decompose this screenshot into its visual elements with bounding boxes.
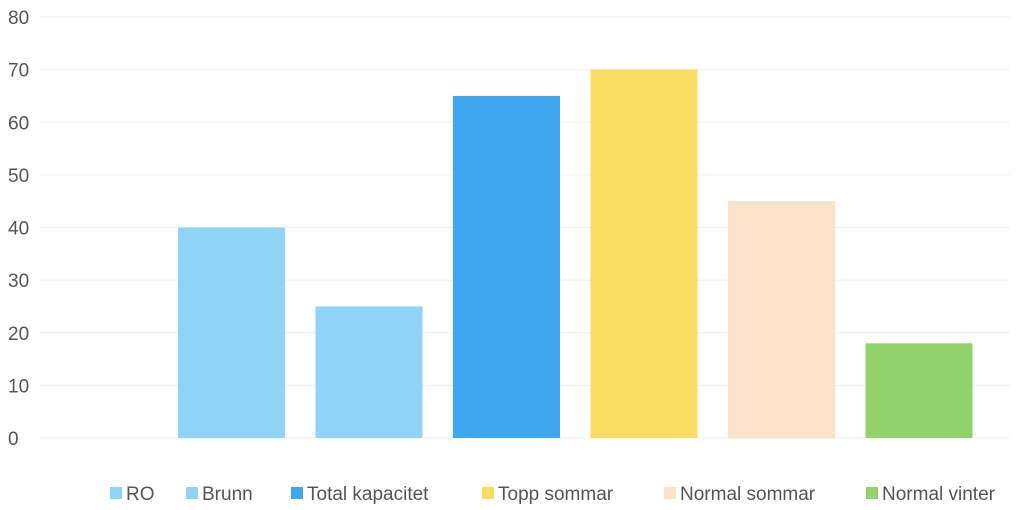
legend-swatch — [482, 487, 494, 499]
y-tick-label: 20 — [8, 324, 29, 345]
legend-label: Total kapacitet — [307, 484, 429, 505]
bar — [453, 95, 560, 438]
legend-label: Topp sommar — [498, 484, 614, 505]
bar — [315, 306, 423, 438]
bar — [590, 69, 698, 438]
legend-swatch — [664, 487, 676, 499]
bars — [178, 69, 973, 438]
bar — [865, 343, 973, 438]
legend-swatch — [291, 487, 303, 499]
legend-label: Brunn — [202, 484, 253, 505]
y-tick-label: 30 — [8, 271, 29, 292]
legend-label: RO — [126, 484, 155, 505]
y-tick-label: 80 — [8, 8, 29, 29]
y-tick-label: 60 — [8, 113, 29, 134]
legend-label: Normal sommar — [680, 484, 816, 505]
y-tick-label: 50 — [8, 166, 29, 187]
y-tick-label: 40 — [8, 219, 29, 240]
legend-swatch — [110, 487, 122, 499]
y-axis: 0 10 20 30 40 50 60 70 80 — [8, 8, 29, 450]
legend-swatch — [186, 487, 198, 499]
legend-swatch — [866, 487, 878, 499]
bar — [178, 227, 285, 438]
legend: RO Brunn Total kapacitet Topp sommar Normal … — [110, 484, 996, 505]
bar — [728, 201, 835, 438]
legend-label: Normal vinter — [882, 484, 996, 505]
y-tick-label: 70 — [8, 61, 29, 82]
y-tick-label: 0 — [8, 429, 19, 450]
y-tick-label: 10 — [8, 376, 29, 397]
